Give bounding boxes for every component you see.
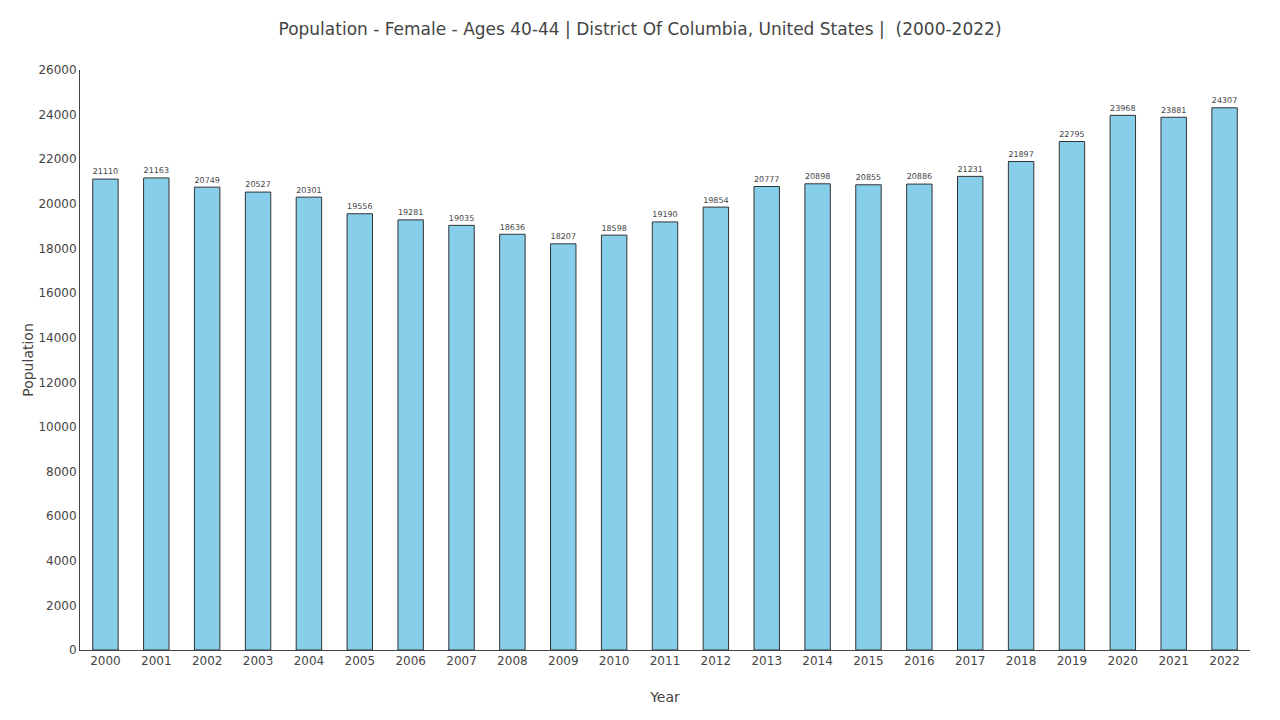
svg-text:18636: 18636 [500,223,525,232]
svg-text:2007: 2007 [446,654,477,668]
svg-text:12000: 12000 [38,376,76,390]
svg-text:22795: 22795 [1059,130,1084,139]
svg-text:19190: 19190 [652,210,677,219]
svg-text:Population - Female - Ages 40-: Population - Female - Ages 40-44 | Distr… [278,19,1001,39]
svg-text:19281: 19281 [398,208,423,217]
svg-text:19854: 19854 [703,196,728,205]
svg-text:18598: 18598 [601,224,626,233]
svg-text:2019: 2019 [1057,654,1088,668]
svg-text:6000: 6000 [46,509,77,523]
svg-text:2001: 2001 [141,654,172,668]
svg-text:14000: 14000 [38,331,76,345]
svg-text:20855: 20855 [856,173,881,182]
svg-text:2000: 2000 [90,654,121,668]
svg-text:18000: 18000 [38,242,76,256]
svg-text:21897: 21897 [1008,150,1033,159]
svg-text:2003: 2003 [243,654,274,668]
svg-text:22000: 22000 [38,152,76,166]
svg-text:2020: 2020 [1108,654,1139,668]
svg-text:4000: 4000 [46,554,77,568]
svg-text:20898: 20898 [805,172,830,181]
svg-text:0: 0 [69,643,77,657]
svg-text:2022: 2022 [1209,654,1240,668]
svg-text:20527: 20527 [245,180,270,189]
svg-text:2017: 2017 [955,654,986,668]
svg-text:8000: 8000 [46,465,77,479]
svg-text:Population: Population [20,323,36,397]
svg-text:18207: 18207 [551,232,576,241]
svg-text:19556: 19556 [347,202,372,211]
svg-text:2005: 2005 [345,654,376,668]
svg-text:2013: 2013 [751,654,782,668]
svg-text:23881: 23881 [1161,106,1186,115]
svg-text:20777: 20777 [754,175,779,184]
svg-text:19035: 19035 [449,214,474,223]
svg-text:24307: 24307 [1212,96,1237,105]
svg-text:2004: 2004 [294,654,325,668]
svg-text:26000: 26000 [38,63,76,77]
svg-text:21231: 21231 [958,165,983,174]
svg-text:2006: 2006 [395,654,426,668]
svg-text:23968: 23968 [1110,104,1135,113]
svg-text:16000: 16000 [38,286,76,300]
svg-text:2016: 2016 [904,654,935,668]
svg-text:21110: 21110 [93,167,118,176]
svg-text:Year: Year [649,689,680,705]
svg-text:20886: 20886 [907,172,932,181]
svg-text:2011: 2011 [650,654,681,668]
svg-text:20000: 20000 [38,197,76,211]
svg-text:20301: 20301 [296,186,321,195]
svg-text:20749: 20749 [194,176,219,185]
svg-text:2015: 2015 [853,654,884,668]
svg-text:2009: 2009 [548,654,579,668]
svg-text:2010: 2010 [599,654,630,668]
svg-text:2012: 2012 [701,654,732,668]
svg-text:2000: 2000 [46,599,77,613]
svg-text:2018: 2018 [1006,654,1037,668]
svg-text:21163: 21163 [144,166,169,175]
svg-text:2008: 2008 [497,654,528,668]
svg-text:2021: 2021 [1158,654,1189,668]
svg-text:2002: 2002 [192,654,223,668]
svg-text:2014: 2014 [802,654,833,668]
svg-text:24000: 24000 [38,108,76,122]
svg-text:10000: 10000 [38,420,76,434]
